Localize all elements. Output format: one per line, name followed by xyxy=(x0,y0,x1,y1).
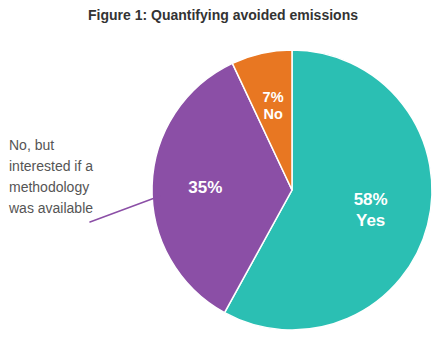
annotation-pointer xyxy=(90,196,160,222)
data-label: 7% xyxy=(263,89,284,105)
chart: Figure 1: Quantifying avoided emissions 5… xyxy=(0,0,446,362)
pie: 58% Yes 35% 7%No xyxy=(152,50,432,330)
category-label: No xyxy=(263,106,282,122)
annotation-line: No, but xyxy=(9,137,54,153)
data-label: 35% xyxy=(188,178,222,197)
annotation-line: interested if a xyxy=(9,158,93,174)
title: Figure 1: Quantifying avoided emissions xyxy=(88,7,358,23)
category-label: Yes xyxy=(356,211,385,230)
slice xyxy=(232,50,292,190)
data-label: 58% xyxy=(354,190,388,209)
slice xyxy=(152,63,292,312)
annotation: No, but interested if a methodology was ava… xyxy=(8,137,93,216)
annotation-line: methodology xyxy=(9,179,89,195)
annotation-line: was available xyxy=(8,200,93,216)
